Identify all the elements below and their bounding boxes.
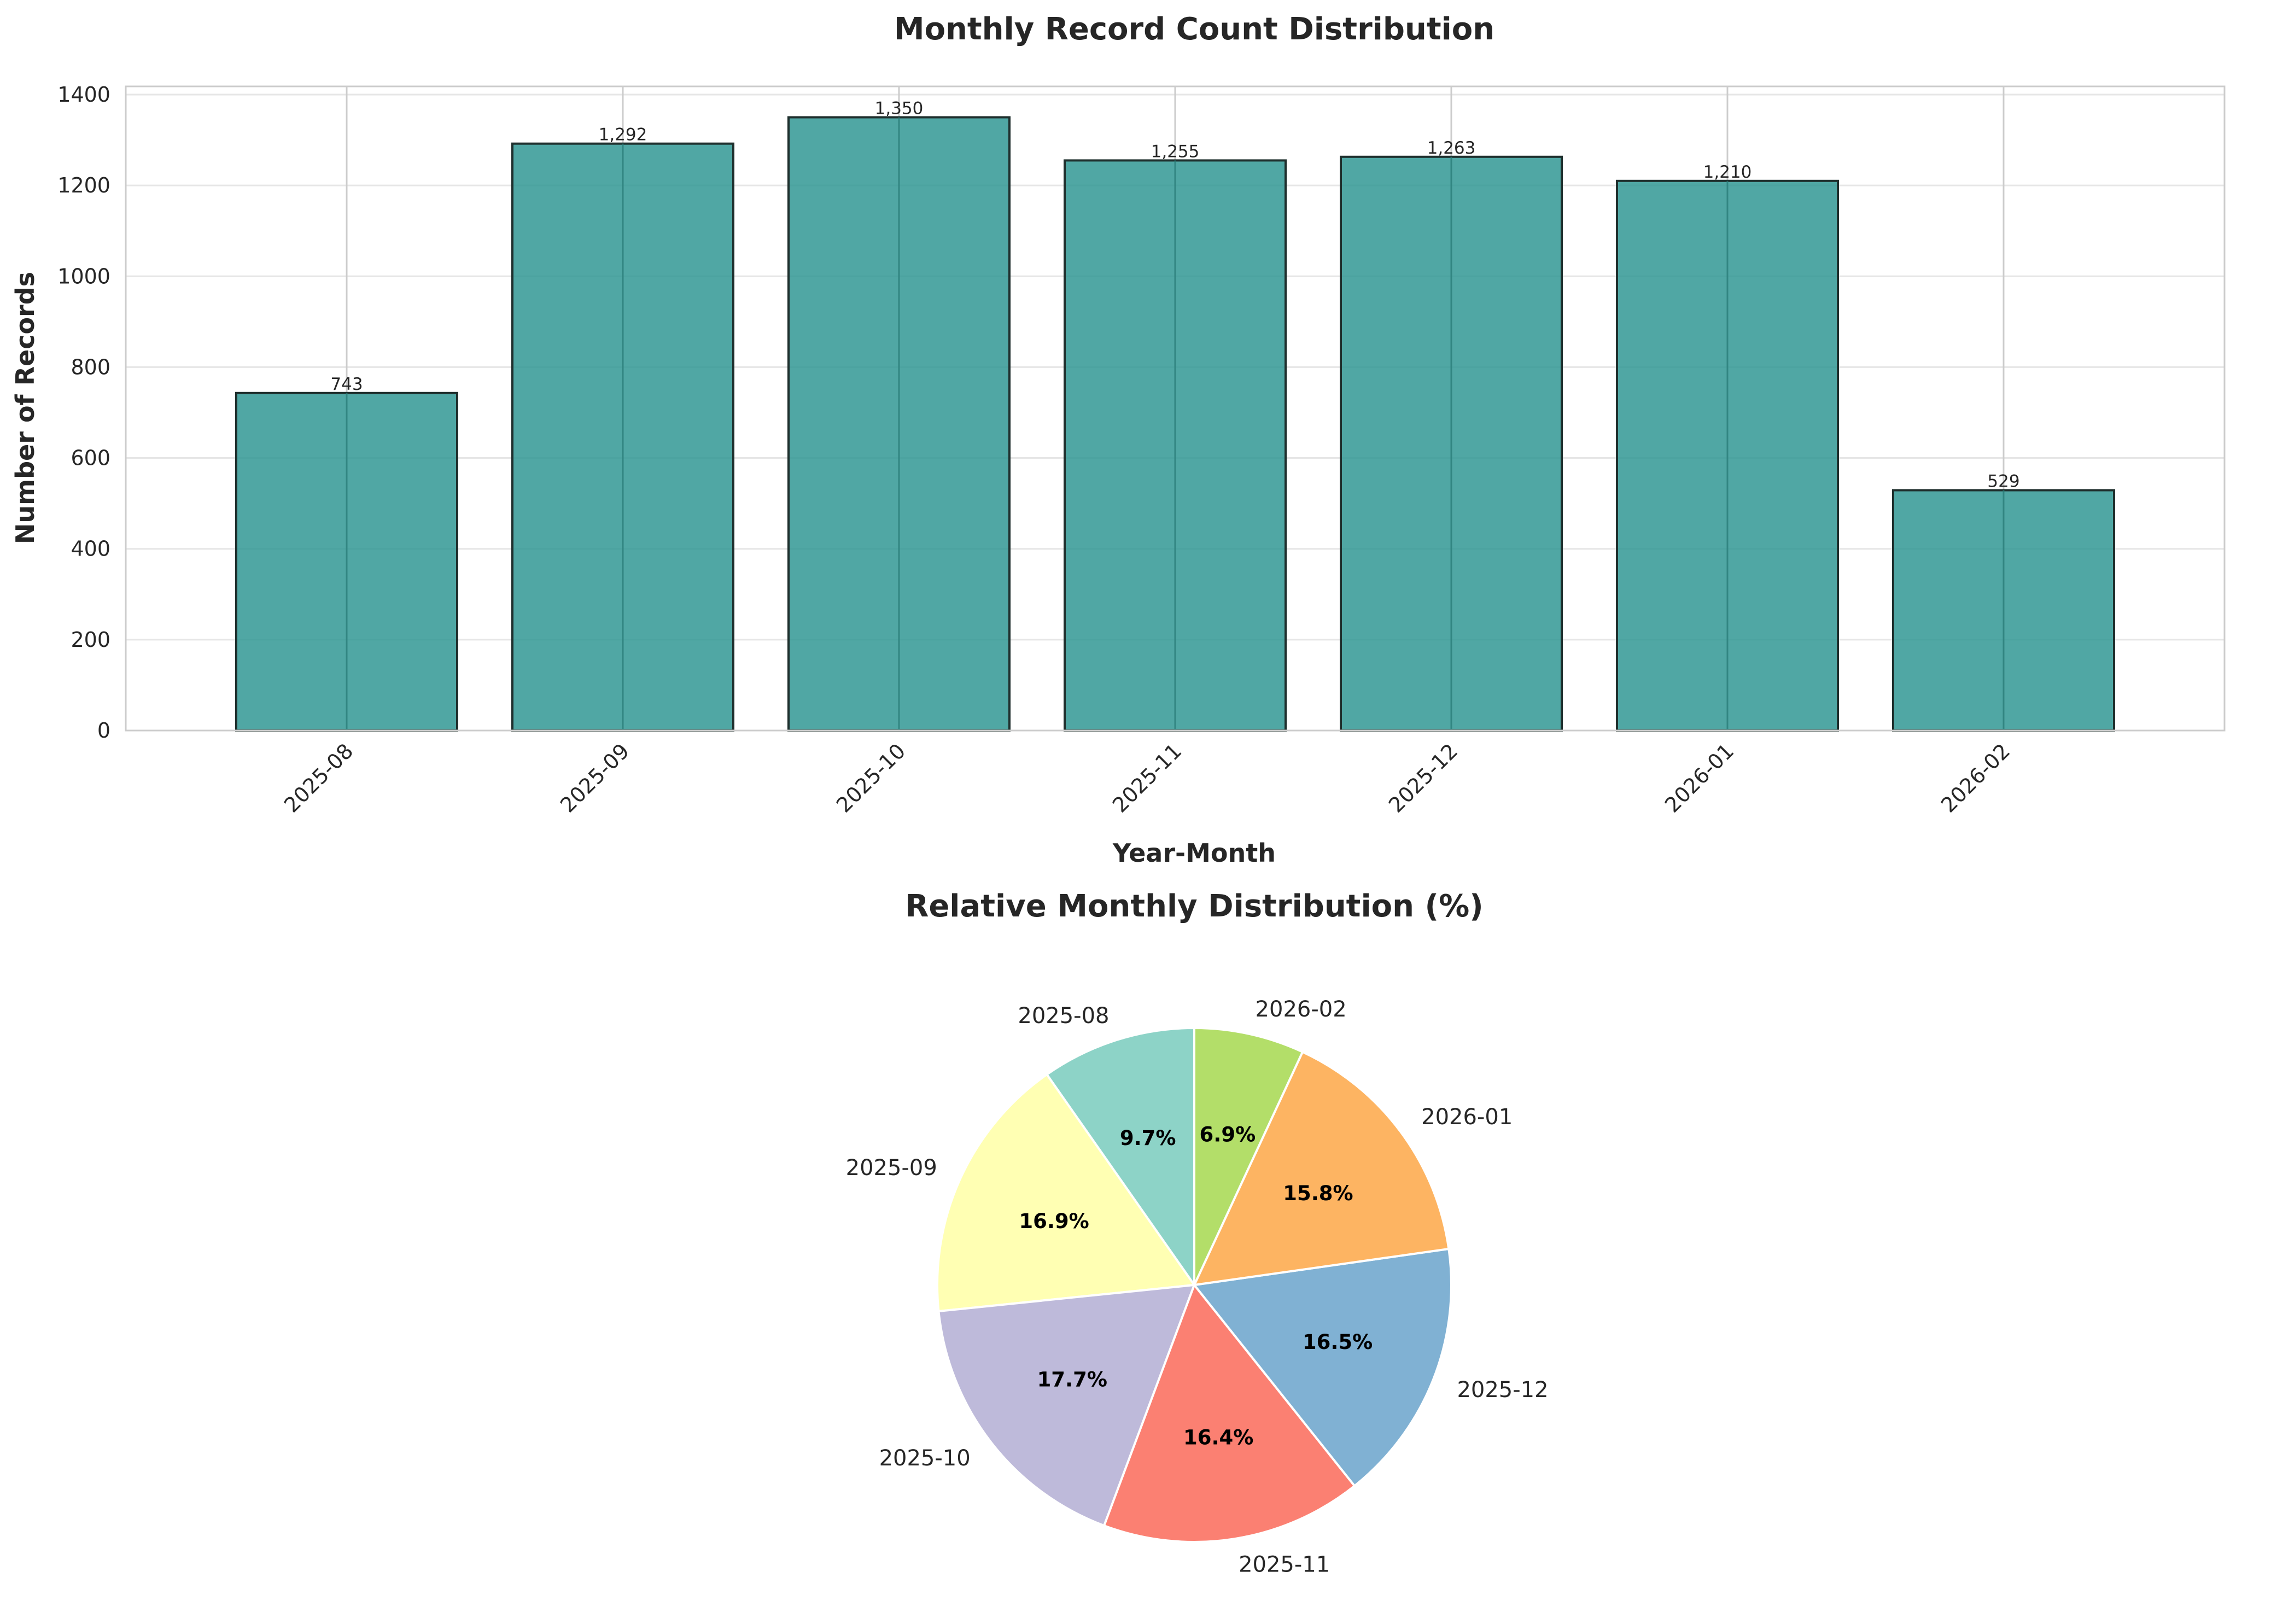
bar-y-tick-label: 1200: [57, 173, 110, 197]
pie-slice-2025-11: [1102, 1282, 1356, 1543]
bar-value-labels: 743 1,292 1,350 1,255 1,263 1,210 529: [330, 98, 2019, 491]
pie-slice-2025-08: [1045, 1026, 1195, 1289]
bar-y-tick-label: 1000: [57, 264, 110, 288]
pie-label-2026-02: 2026-02: [1256, 997, 1347, 1022]
pie-percent-2026-01: 15.8%: [1283, 1182, 1353, 1205]
bar-x-tick-label-2025-12: 2025-12: [1384, 739, 1462, 817]
bar-x-tick-label-2025-11: 2025-11: [1108, 739, 1186, 817]
bar-value-label-2026-02: 529: [1987, 472, 2019, 492]
pie-percent-labels: 9.7% 16.9% 17.7% 16.4% 16.5% 15.8% 6.9%: [1019, 1123, 1373, 1450]
bar-value-label-2025-08: 743: [330, 375, 363, 394]
pie-percent-2025-12: 16.5%: [1303, 1330, 1373, 1354]
pie-slice-2026-02: [1193, 1026, 1304, 1286]
pie-label-2025-08: 2025-08: [1018, 1003, 1109, 1029]
bar-plot-frame: [125, 85, 2226, 732]
bar-y-tick-label: 0: [97, 718, 110, 743]
pie-slice-2026-01: [1192, 1050, 1450, 1287]
bar-x-ticks: 2025-08 2025-09 2025-10 2025-11 2025-12 2026-…: [279, 739, 2015, 817]
pie-label-2026-01: 2026-01: [1421, 1105, 1513, 1130]
bar-x-tick-label-2026-02: 2026-02: [1936, 739, 2015, 817]
pie-percent-2025-11: 16.4%: [1183, 1426, 1253, 1450]
bar-y-tick-label: 400: [71, 537, 110, 561]
bar-y-ticks: 0 200 400 600 800 1000 1200 1400: [57, 83, 110, 743]
pie-percent-2025-10: 17.7%: [1037, 1368, 1107, 1391]
bar-x-axis-label: Year-Month: [1112, 838, 1276, 868]
pie-label-2025-10: 2025-10: [879, 1446, 971, 1471]
bar-x-tick-label-2025-08: 2025-08: [279, 739, 358, 817]
bar-y-axis-label: Number of Records: [10, 272, 40, 544]
pie-percent-2025-08: 9.7%: [1120, 1126, 1176, 1150]
bar-x-tick-label-2025-10: 2025-10: [832, 739, 910, 817]
bar-y-tick-label: 600: [71, 446, 110, 470]
pie-percent-2026-02: 6.9%: [1200, 1123, 1256, 1147]
bar-y-tick-label: 800: [71, 355, 110, 379]
bar-chart-title: Monthly Record Count Distribution: [894, 11, 1494, 47]
pie-label-2025-12: 2025-12: [1457, 1377, 1548, 1403]
pie-slices: [936, 1026, 1452, 1543]
bar-y-tick-label: 1400: [57, 83, 110, 107]
pie-slice-2025-12: [1192, 1247, 1452, 1488]
bar-y-tick-label: 200: [71, 628, 110, 652]
pie-labels: 2025-08 2025-09 2025-10 2025-11 2025-12 2026-…: [846, 997, 1549, 1577]
pie-chart: Relative Monthly Distribution (%) 2025-0…: [846, 889, 1549, 1578]
bar-value-label-2025-12: 1,263: [1427, 138, 1476, 158]
bar-value-label-2026-01: 1,210: [1703, 162, 1752, 182]
pie-label-2025-11: 2025-11: [1239, 1552, 1330, 1578]
bar-value-label-2025-09: 1,292: [599, 125, 647, 145]
pie-label-2025-09: 2025-09: [846, 1155, 937, 1181]
bar-value-label-2025-10: 1,350: [875, 98, 924, 118]
pie-chart-title: Relative Monthly Distribution (%): [905, 889, 1484, 924]
pie-slice-2025-09: [936, 1073, 1196, 1313]
bar-value-label-2025-11: 1,255: [1151, 142, 1200, 161]
pie-slice-2025-10: [937, 1283, 1196, 1527]
bar-vgrid-front: [346, 117, 2005, 731]
pie-percent-2025-09: 16.9%: [1019, 1210, 1089, 1233]
bar-x-tick-label-2025-09: 2025-09: [556, 739, 634, 817]
bar-x-tick-label-2026-01: 2026-01: [1660, 739, 1738, 817]
bar-chart: Monthly Record Count Distribution 0 200 40…: [10, 11, 2226, 868]
